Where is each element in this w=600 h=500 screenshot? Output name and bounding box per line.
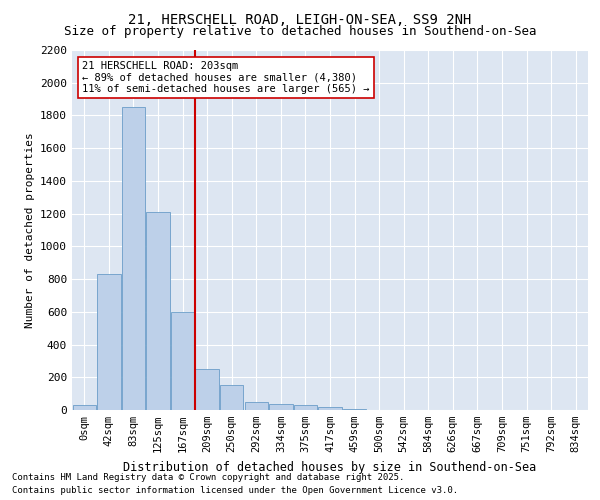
Bar <box>196 369 219 410</box>
Text: 21 HERSCHELL ROAD: 203sqm
← 89% of detached houses are smaller (4,380)
11% of se: 21 HERSCHELL ROAD: 203sqm ← 89% of detac… <box>82 61 370 94</box>
Bar <box>269 404 293 410</box>
Text: Contains HM Land Registry data © Crown copyright and database right 2025.: Contains HM Land Registry data © Crown c… <box>12 474 404 482</box>
Bar <box>146 212 170 410</box>
Bar <box>245 402 268 410</box>
Bar <box>73 405 96 410</box>
X-axis label: Distribution of detached houses by size in Southend-on-Sea: Distribution of detached houses by size … <box>124 460 536 473</box>
Y-axis label: Number of detached properties: Number of detached properties <box>25 132 35 328</box>
Text: Size of property relative to detached houses in Southend-on-Sea: Size of property relative to detached ho… <box>64 25 536 38</box>
Bar <box>122 108 145 410</box>
Text: 21, HERSCHELL ROAD, LEIGH-ON-SEA, SS9 2NH: 21, HERSCHELL ROAD, LEIGH-ON-SEA, SS9 2N… <box>128 12 472 26</box>
Bar <box>220 386 244 410</box>
Bar <box>343 409 366 410</box>
Text: Contains public sector information licensed under the Open Government Licence v3: Contains public sector information licen… <box>12 486 458 495</box>
Bar <box>319 406 341 410</box>
Bar <box>97 274 121 410</box>
Bar <box>171 312 194 410</box>
Bar <box>294 405 317 410</box>
